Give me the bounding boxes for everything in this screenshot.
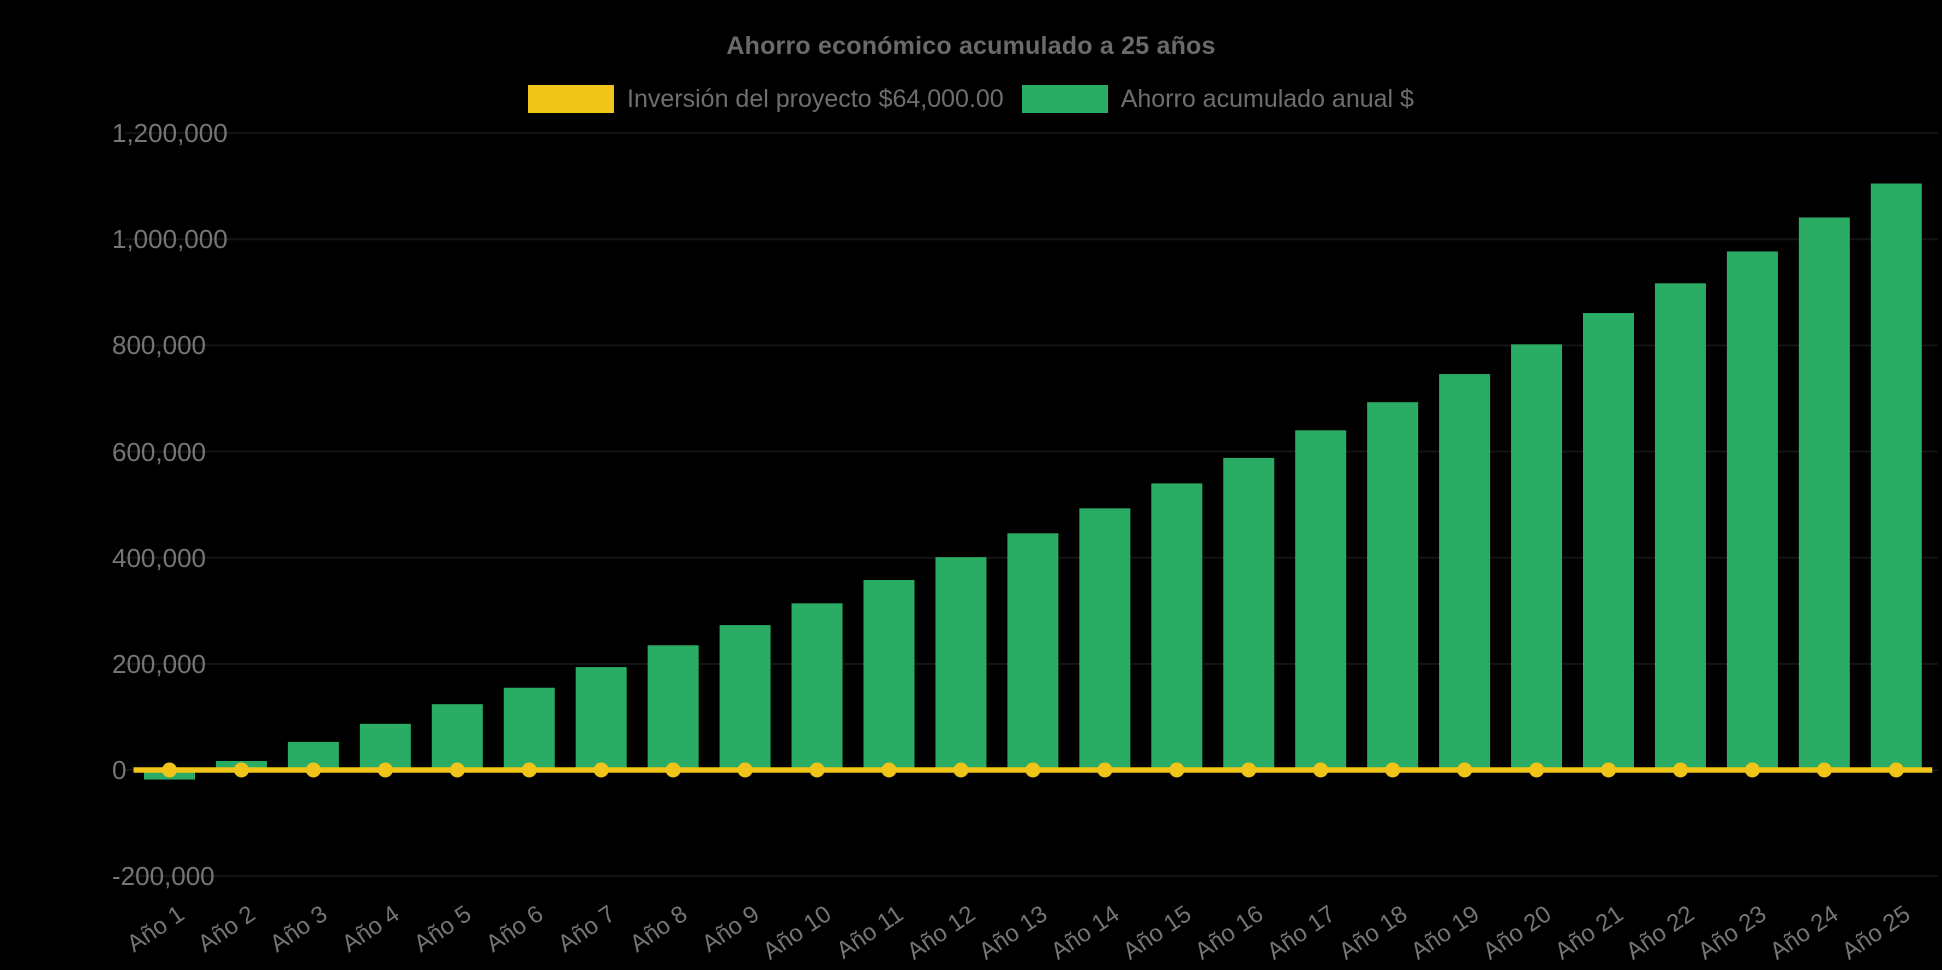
savings-bar[interactable] xyxy=(1870,183,1922,771)
savings-bar[interactable] xyxy=(1583,313,1634,770)
savings-bar[interactable] xyxy=(1079,508,1131,770)
y-tick-label: 0 xyxy=(112,755,127,785)
investment-point[interactable] xyxy=(593,762,609,778)
savings-bar[interactable] xyxy=(791,603,843,770)
savings-bar[interactable] xyxy=(1511,344,1563,770)
investment-point[interactable] xyxy=(1888,762,1904,778)
savings-bar[interactable] xyxy=(935,557,987,770)
investment-point[interactable] xyxy=(809,762,825,778)
savings-bar[interactable] xyxy=(575,667,627,770)
investment-point[interactable] xyxy=(953,762,969,778)
savings-bar[interactable] xyxy=(647,645,699,770)
savings-bar[interactable] xyxy=(359,723,411,770)
savings-bar[interactable] xyxy=(1439,374,1491,770)
investment-point[interactable] xyxy=(1313,762,1329,778)
investment-point[interactable] xyxy=(1169,762,1185,778)
legend-item-savings[interactable]: Ahorro acumulado anual $ xyxy=(1021,85,1414,113)
investment-point[interactable] xyxy=(449,762,465,778)
savings-bar[interactable] xyxy=(1007,533,1059,770)
y-tick-label: 200,000 xyxy=(112,648,206,679)
investment-legend-label: Inversión del proyecto $64,000.00 xyxy=(627,85,1004,113)
savings-legend-label: Ahorro acumulado anual $ xyxy=(1120,85,1414,113)
savings-bar[interactable] xyxy=(1726,251,1778,770)
y-tick-label: 800,000 xyxy=(112,330,206,361)
investment-point[interactable] xyxy=(233,762,249,778)
savings-bar[interactable] xyxy=(431,704,483,770)
savings-bar[interactable] xyxy=(719,625,771,770)
chart-title: Ahorro económico acumulado a 25 años xyxy=(726,32,1216,60)
savings-bar[interactable] xyxy=(1367,402,1419,770)
y-tick-label: -200,000 xyxy=(112,861,215,892)
investment-point[interactable] xyxy=(1385,762,1401,778)
investment-point[interactable] xyxy=(1672,762,1688,778)
savings-bar[interactable] xyxy=(1295,430,1347,770)
investment-point[interactable] xyxy=(1241,762,1257,778)
investment-point[interactable] xyxy=(1529,762,1545,778)
investment-point[interactable] xyxy=(305,762,321,778)
investment-point[interactable] xyxy=(737,762,753,778)
savings-bar[interactable] xyxy=(1223,457,1275,770)
legend-item-investment[interactable]: Inversión del proyecto $64,000.00 xyxy=(528,85,1004,113)
investment-point[interactable] xyxy=(665,762,681,778)
savings-bar[interactable] xyxy=(1151,483,1203,770)
investment-point[interactable] xyxy=(1457,762,1473,778)
savings-bar[interactable] xyxy=(1798,217,1850,770)
y-tick-label: 1,000,000 xyxy=(112,224,228,255)
savings-bar[interactable] xyxy=(1654,283,1706,770)
investment-point[interactable] xyxy=(1816,762,1832,778)
investment-point[interactable] xyxy=(377,762,393,778)
legend: Inversión del proyecto $64,000.00 Ahorro… xyxy=(0,85,1942,113)
investment-point[interactable] xyxy=(1601,762,1616,778)
investment-point[interactable] xyxy=(521,762,537,778)
savings-bar[interactable] xyxy=(503,687,555,770)
investment-legend-swatch xyxy=(528,85,615,113)
savings-legend-swatch xyxy=(1021,85,1108,113)
investment-point[interactable] xyxy=(1097,762,1113,778)
investment-point[interactable] xyxy=(162,762,177,778)
investment-point[interactable] xyxy=(1744,762,1760,778)
y-tick-label: 1,200,000 xyxy=(112,118,228,149)
y-tick-label: 400,000 xyxy=(112,542,206,573)
y-tick-label: 600,000 xyxy=(112,436,206,467)
investment-point[interactable] xyxy=(881,762,897,778)
savings-bar[interactable] xyxy=(863,579,915,770)
investment-point[interactable] xyxy=(1025,762,1041,778)
